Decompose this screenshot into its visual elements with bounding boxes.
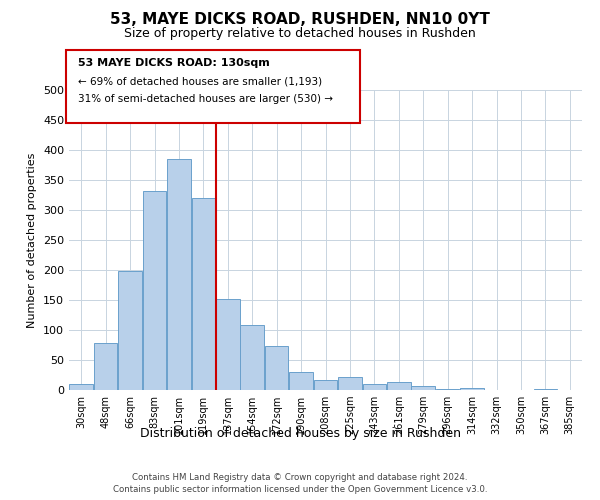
Bar [118,271,142,390]
Bar [94,343,118,390]
Text: 53 MAYE DICKS ROAD: 130sqm: 53 MAYE DICKS ROAD: 130sqm [78,58,270,68]
Y-axis label: Number of detached properties: Number of detached properties [28,152,37,328]
Bar [143,191,166,390]
Text: Size of property relative to detached houses in Rushden: Size of property relative to detached ho… [124,28,476,40]
Text: Contains public sector information licensed under the Open Government Licence v3: Contains public sector information licen… [113,485,487,494]
Bar [412,386,435,390]
Bar [265,346,289,390]
Bar [387,382,410,390]
Bar [241,325,264,390]
Text: 31% of semi-detached houses are larger (530) →: 31% of semi-detached houses are larger (… [78,94,333,104]
Text: Contains HM Land Registry data © Crown copyright and database right 2024.: Contains HM Land Registry data © Crown c… [132,472,468,482]
Text: ← 69% of detached houses are smaller (1,193): ← 69% of detached houses are smaller (1,… [78,76,322,86]
Bar [314,380,337,390]
Bar [436,389,460,390]
Bar [289,372,313,390]
Bar [338,377,362,390]
Bar [216,299,239,390]
Bar [167,159,191,390]
Text: Distribution of detached houses by size in Rushden: Distribution of detached houses by size … [139,428,461,440]
Text: 53, MAYE DICKS ROAD, RUSHDEN, NN10 0YT: 53, MAYE DICKS ROAD, RUSHDEN, NN10 0YT [110,12,490,28]
Bar [191,198,215,390]
Bar [70,384,93,390]
Bar [460,388,484,390]
Bar [362,384,386,390]
